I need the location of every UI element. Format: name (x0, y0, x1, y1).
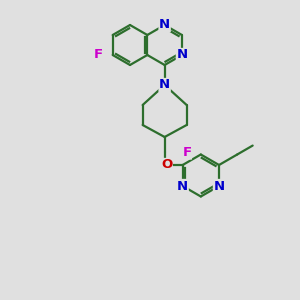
Text: N: N (159, 19, 170, 32)
Text: O: O (161, 158, 172, 172)
Text: F: F (94, 49, 103, 62)
Text: N: N (159, 79, 170, 92)
Text: N: N (176, 49, 188, 62)
Text: F: F (182, 146, 191, 159)
Text: N: N (214, 179, 225, 193)
Text: N: N (177, 179, 188, 193)
